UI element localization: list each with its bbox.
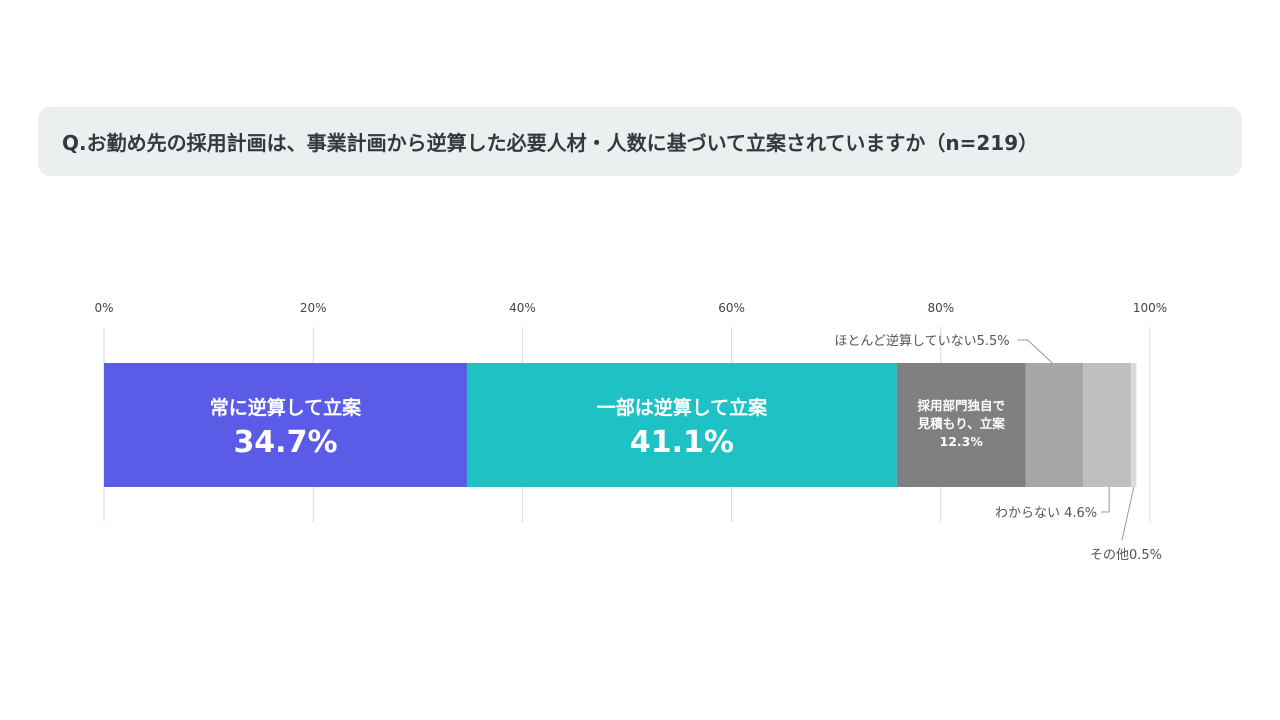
bar-segment xyxy=(104,363,467,487)
leader-line xyxy=(1017,339,1053,364)
segment-value-label: 41.1% xyxy=(630,425,734,460)
bar-segment xyxy=(1131,363,1137,487)
bar-segment xyxy=(896,363,1026,487)
bar-segment xyxy=(466,363,897,487)
x-tick-label: 0% xyxy=(94,301,113,315)
bar-segment xyxy=(1083,363,1132,487)
segment-label: 見積もり、立案 xyxy=(917,416,1006,431)
x-tick-label: 80% xyxy=(927,301,954,315)
bar-segment xyxy=(1025,363,1084,487)
x-tick-label: 20% xyxy=(300,301,327,315)
x-tick-label: 100% xyxy=(1133,301,1167,315)
leader-line xyxy=(1101,487,1110,513)
x-tick-label: 40% xyxy=(509,301,536,315)
x-tick-label: 60% xyxy=(718,301,745,315)
question-box: Q.お勤め先の採用計画は、事業計画から逆算した必要人材・人数に基づいて立案されて… xyxy=(38,107,1242,176)
leader-line xyxy=(1121,486,1135,541)
outside-label: わからない 4.6% xyxy=(995,506,1097,521)
outside-label: その他0.5% xyxy=(1090,548,1162,563)
outside-label: ほとんど逆算していない5.5% xyxy=(834,333,1009,349)
segment-label: 12.3% xyxy=(940,434,984,449)
question-title: Q.お勤め先の採用計画は、事業計画から逆算した必要人材・人数に基づいて立案されて… xyxy=(62,131,1039,155)
segment-label: 採用部門独自で xyxy=(917,398,1005,413)
segment-label: 常に逆算して立案 xyxy=(210,396,362,419)
segment-value-label: 34.7% xyxy=(233,425,337,460)
segment-label: 一部は逆算して立案 xyxy=(597,396,768,419)
